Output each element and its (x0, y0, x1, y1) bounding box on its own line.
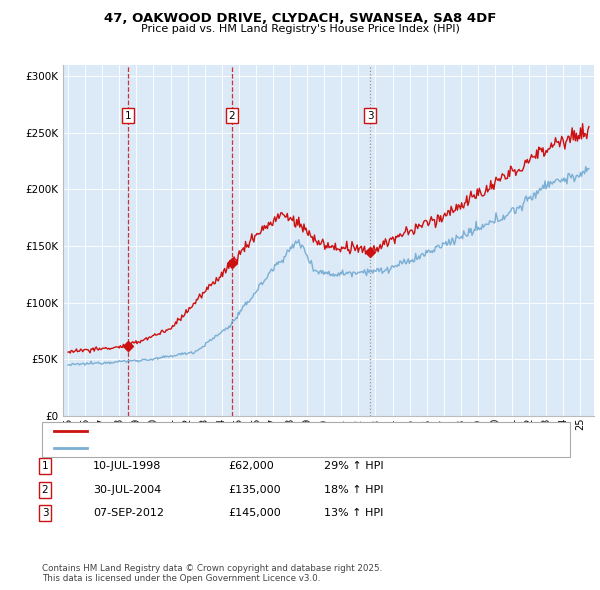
Text: Price paid vs. HM Land Registry's House Price Index (HPI): Price paid vs. HM Land Registry's House … (140, 24, 460, 34)
Text: 1: 1 (125, 111, 132, 121)
Text: 2: 2 (229, 111, 235, 121)
Text: 3: 3 (367, 111, 373, 121)
Text: 47, OAKWOOD DRIVE, CLYDACH, SWANSEA, SA8 4DF: 47, OAKWOOD DRIVE, CLYDACH, SWANSEA, SA8… (104, 12, 496, 25)
Text: 30-JUL-2004: 30-JUL-2004 (93, 485, 161, 494)
Text: 07-SEP-2012: 07-SEP-2012 (93, 509, 164, 518)
Text: £135,000: £135,000 (228, 485, 281, 494)
Text: 13% ↑ HPI: 13% ↑ HPI (324, 509, 383, 518)
Text: £62,000: £62,000 (228, 461, 274, 471)
Text: HPI: Average price, semi-detached house, Swansea: HPI: Average price, semi-detached house,… (93, 442, 344, 453)
Text: 1: 1 (41, 461, 49, 471)
Text: 2: 2 (41, 485, 49, 494)
Text: 10-JUL-1998: 10-JUL-1998 (93, 461, 161, 471)
Text: 47, OAKWOOD DRIVE, CLYDACH, SWANSEA, SA8 4DF (semi-detached house): 47, OAKWOOD DRIVE, CLYDACH, SWANSEA, SA8… (93, 427, 467, 437)
Text: £145,000: £145,000 (228, 509, 281, 518)
Text: 3: 3 (41, 509, 49, 518)
Text: 18% ↑ HPI: 18% ↑ HPI (324, 485, 383, 494)
Text: Contains HM Land Registry data © Crown copyright and database right 2025.
This d: Contains HM Land Registry data © Crown c… (42, 563, 382, 583)
Text: 29% ↑ HPI: 29% ↑ HPI (324, 461, 383, 471)
